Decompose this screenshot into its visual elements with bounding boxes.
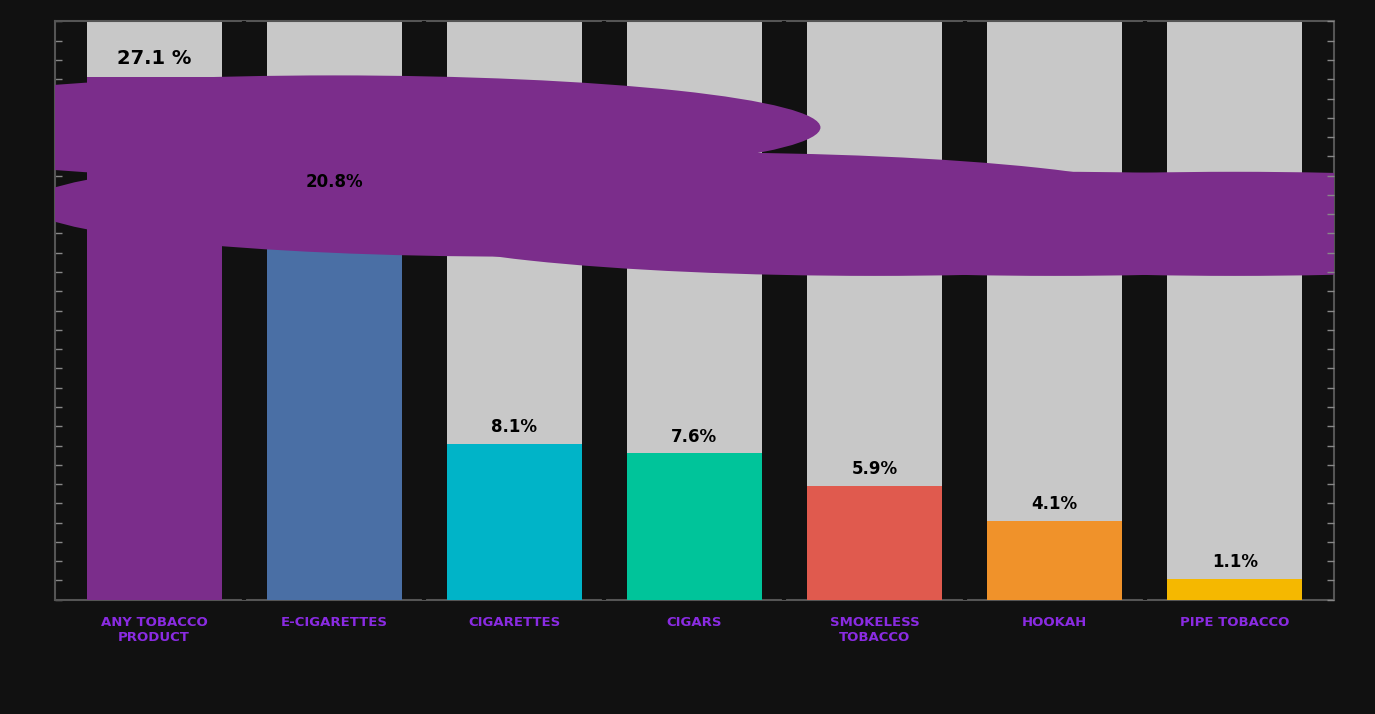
Bar xyxy=(447,21,582,600)
Bar xyxy=(627,453,762,600)
Text: 5.9%: 5.9% xyxy=(851,461,898,478)
Text: 4.1%: 4.1% xyxy=(1031,495,1078,513)
Text: 7.6%: 7.6% xyxy=(671,428,718,446)
Bar xyxy=(87,77,221,600)
Text: 27.1 %: 27.1 % xyxy=(117,49,191,68)
Circle shape xyxy=(208,153,1181,256)
Circle shape xyxy=(748,172,1375,276)
Bar xyxy=(987,21,1122,600)
Bar xyxy=(1167,21,1302,600)
Bar xyxy=(807,486,942,600)
Bar xyxy=(447,443,582,600)
Circle shape xyxy=(28,153,1001,256)
Bar xyxy=(987,521,1122,600)
Bar xyxy=(267,21,402,600)
Bar xyxy=(627,21,762,600)
Text: 8.1%: 8.1% xyxy=(491,418,538,436)
Circle shape xyxy=(388,172,1361,276)
Bar xyxy=(1167,578,1302,600)
Bar xyxy=(87,21,221,600)
Circle shape xyxy=(0,76,821,179)
Bar xyxy=(807,21,942,600)
Bar xyxy=(267,198,402,600)
Text: 20.8%: 20.8% xyxy=(305,173,363,191)
Circle shape xyxy=(568,172,1375,276)
Text: 1.1%: 1.1% xyxy=(1211,553,1258,571)
